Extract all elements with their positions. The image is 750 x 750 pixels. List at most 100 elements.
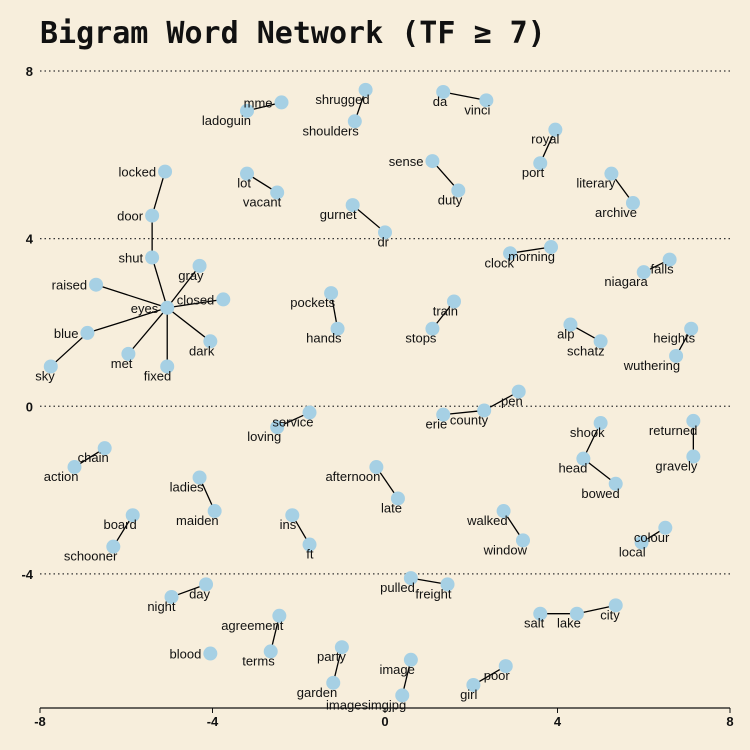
node-late	[390, 491, 405, 506]
node-blue	[80, 325, 95, 340]
node-colour	[658, 520, 673, 535]
node-label-niagara: niagara	[604, 274, 648, 289]
node-label-window: window	[483, 542, 528, 557]
node-local	[634, 535, 649, 550]
node-literary	[604, 166, 619, 181]
edge-door-locked	[151, 171, 166, 216]
node-pulled	[403, 571, 418, 586]
node-label-shrugged: shrugged	[315, 92, 369, 107]
node-girl	[466, 677, 481, 692]
node-label-wuthering: wuthering	[623, 358, 680, 373]
node-raised	[89, 277, 104, 292]
node-returned	[686, 413, 701, 428]
node-mme	[274, 95, 289, 110]
node-train	[447, 294, 461, 309]
y-tick-label: -4	[21, 567, 33, 582]
y-tick-label: 0	[26, 399, 33, 414]
node-label-literary: literary	[576, 176, 616, 191]
node-label-stops: stops	[405, 331, 437, 346]
node-label-gurnet: gurnet	[320, 207, 357, 222]
node-label-late: late	[381, 500, 402, 515]
node-ft	[302, 537, 317, 552]
node-gray	[192, 258, 207, 273]
node-afternoon	[369, 460, 384, 475]
node-label-mme: mme	[244, 95, 273, 110]
node-label-gray: gray	[178, 268, 204, 283]
node-alp	[563, 317, 578, 332]
node-label-closed: closed	[177, 292, 215, 307]
node-gravely	[686, 449, 701, 464]
node-poor	[498, 659, 513, 674]
edge-eyes-shut	[151, 257, 168, 308]
node-ladoguin	[240, 103, 254, 118]
node-label-schooner: schooner	[64, 549, 118, 564]
node-label-ft: ft	[306, 547, 314, 562]
node-label-walked: walked	[466, 513, 507, 528]
node-label-ins: ins	[280, 517, 297, 532]
node-heights	[684, 321, 699, 336]
node-label-falls: falls	[651, 262, 675, 277]
node-door	[145, 208, 160, 223]
node-label-dark: dark	[189, 343, 215, 358]
node-falls	[662, 252, 677, 267]
node-label-poor: poor	[484, 668, 511, 683]
edge-eyes-gray	[166, 265, 201, 309]
node-closed	[216, 292, 231, 307]
node-freight	[440, 577, 455, 592]
node-label-freight: freight	[415, 586, 452, 601]
node-da	[436, 84, 451, 99]
edge-eyes-met	[127, 307, 168, 355]
node-eyes	[160, 300, 175, 315]
edge-eyes-closed	[167, 298, 224, 309]
node-county	[477, 403, 492, 418]
node-label-shook: shook	[570, 425, 605, 440]
x-tick-label: 4	[554, 714, 562, 729]
node-niagara	[636, 265, 651, 280]
node-label-shut: shut	[119, 250, 144, 265]
node-label-night: night	[147, 599, 176, 614]
node-ins	[285, 508, 300, 523]
node-label-heights: heights	[653, 331, 695, 346]
node-label-met: met	[111, 356, 133, 371]
node-label-duty: duty	[438, 192, 463, 207]
node-terms	[263, 644, 278, 659]
edge-eyes-raised	[95, 284, 168, 309]
node-label-afternoon: afternoon	[325, 469, 380, 484]
node-label-door: door	[117, 209, 144, 224]
node-label-ladies: ladies	[170, 480, 204, 495]
node-label-archive: archive	[595, 205, 637, 220]
node-bowed	[608, 476, 623, 491]
node-morning	[544, 240, 559, 255]
node-vinci	[479, 93, 494, 108]
node-label-sky: sky	[35, 368, 55, 383]
node-label-image: image	[379, 662, 414, 677]
node-shrugged	[358, 82, 373, 97]
node-schooner	[106, 539, 121, 554]
node-label-fixed: fixed	[144, 368, 171, 383]
node-erie	[436, 407, 451, 422]
node-lot	[240, 166, 254, 181]
node-label-schatz: schatz	[567, 343, 605, 358]
edge-blue-sky	[50, 332, 88, 367]
node-shook	[593, 416, 608, 431]
node-label-gravely: gravely	[655, 459, 697, 474]
node-action	[67, 460, 82, 475]
node-label-ladoguin: ladoguin	[202, 113, 251, 128]
chart-title: Bigram Word Network (TF ≥ 7)	[40, 16, 546, 51]
node-label-pen: pen	[501, 394, 523, 409]
node-label-shoulders: shoulders	[302, 123, 359, 138]
node-label-city: city	[600, 607, 620, 622]
node-window	[516, 533, 530, 548]
node-label-action: action	[44, 469, 79, 484]
node-label-agreement: agreement	[221, 618, 284, 633]
node-label-colour: colour	[634, 530, 670, 545]
node-hands	[330, 321, 345, 336]
node-schatz	[593, 334, 608, 349]
node-label-service: service	[272, 415, 313, 430]
node-label-head: head	[558, 461, 587, 476]
node-label-train: train	[433, 303, 458, 318]
node-wuthering	[669, 348, 684, 363]
node-label-pockets: pockets	[290, 295, 335, 310]
node-label-port: port	[522, 165, 545, 180]
node-dr	[378, 225, 392, 240]
